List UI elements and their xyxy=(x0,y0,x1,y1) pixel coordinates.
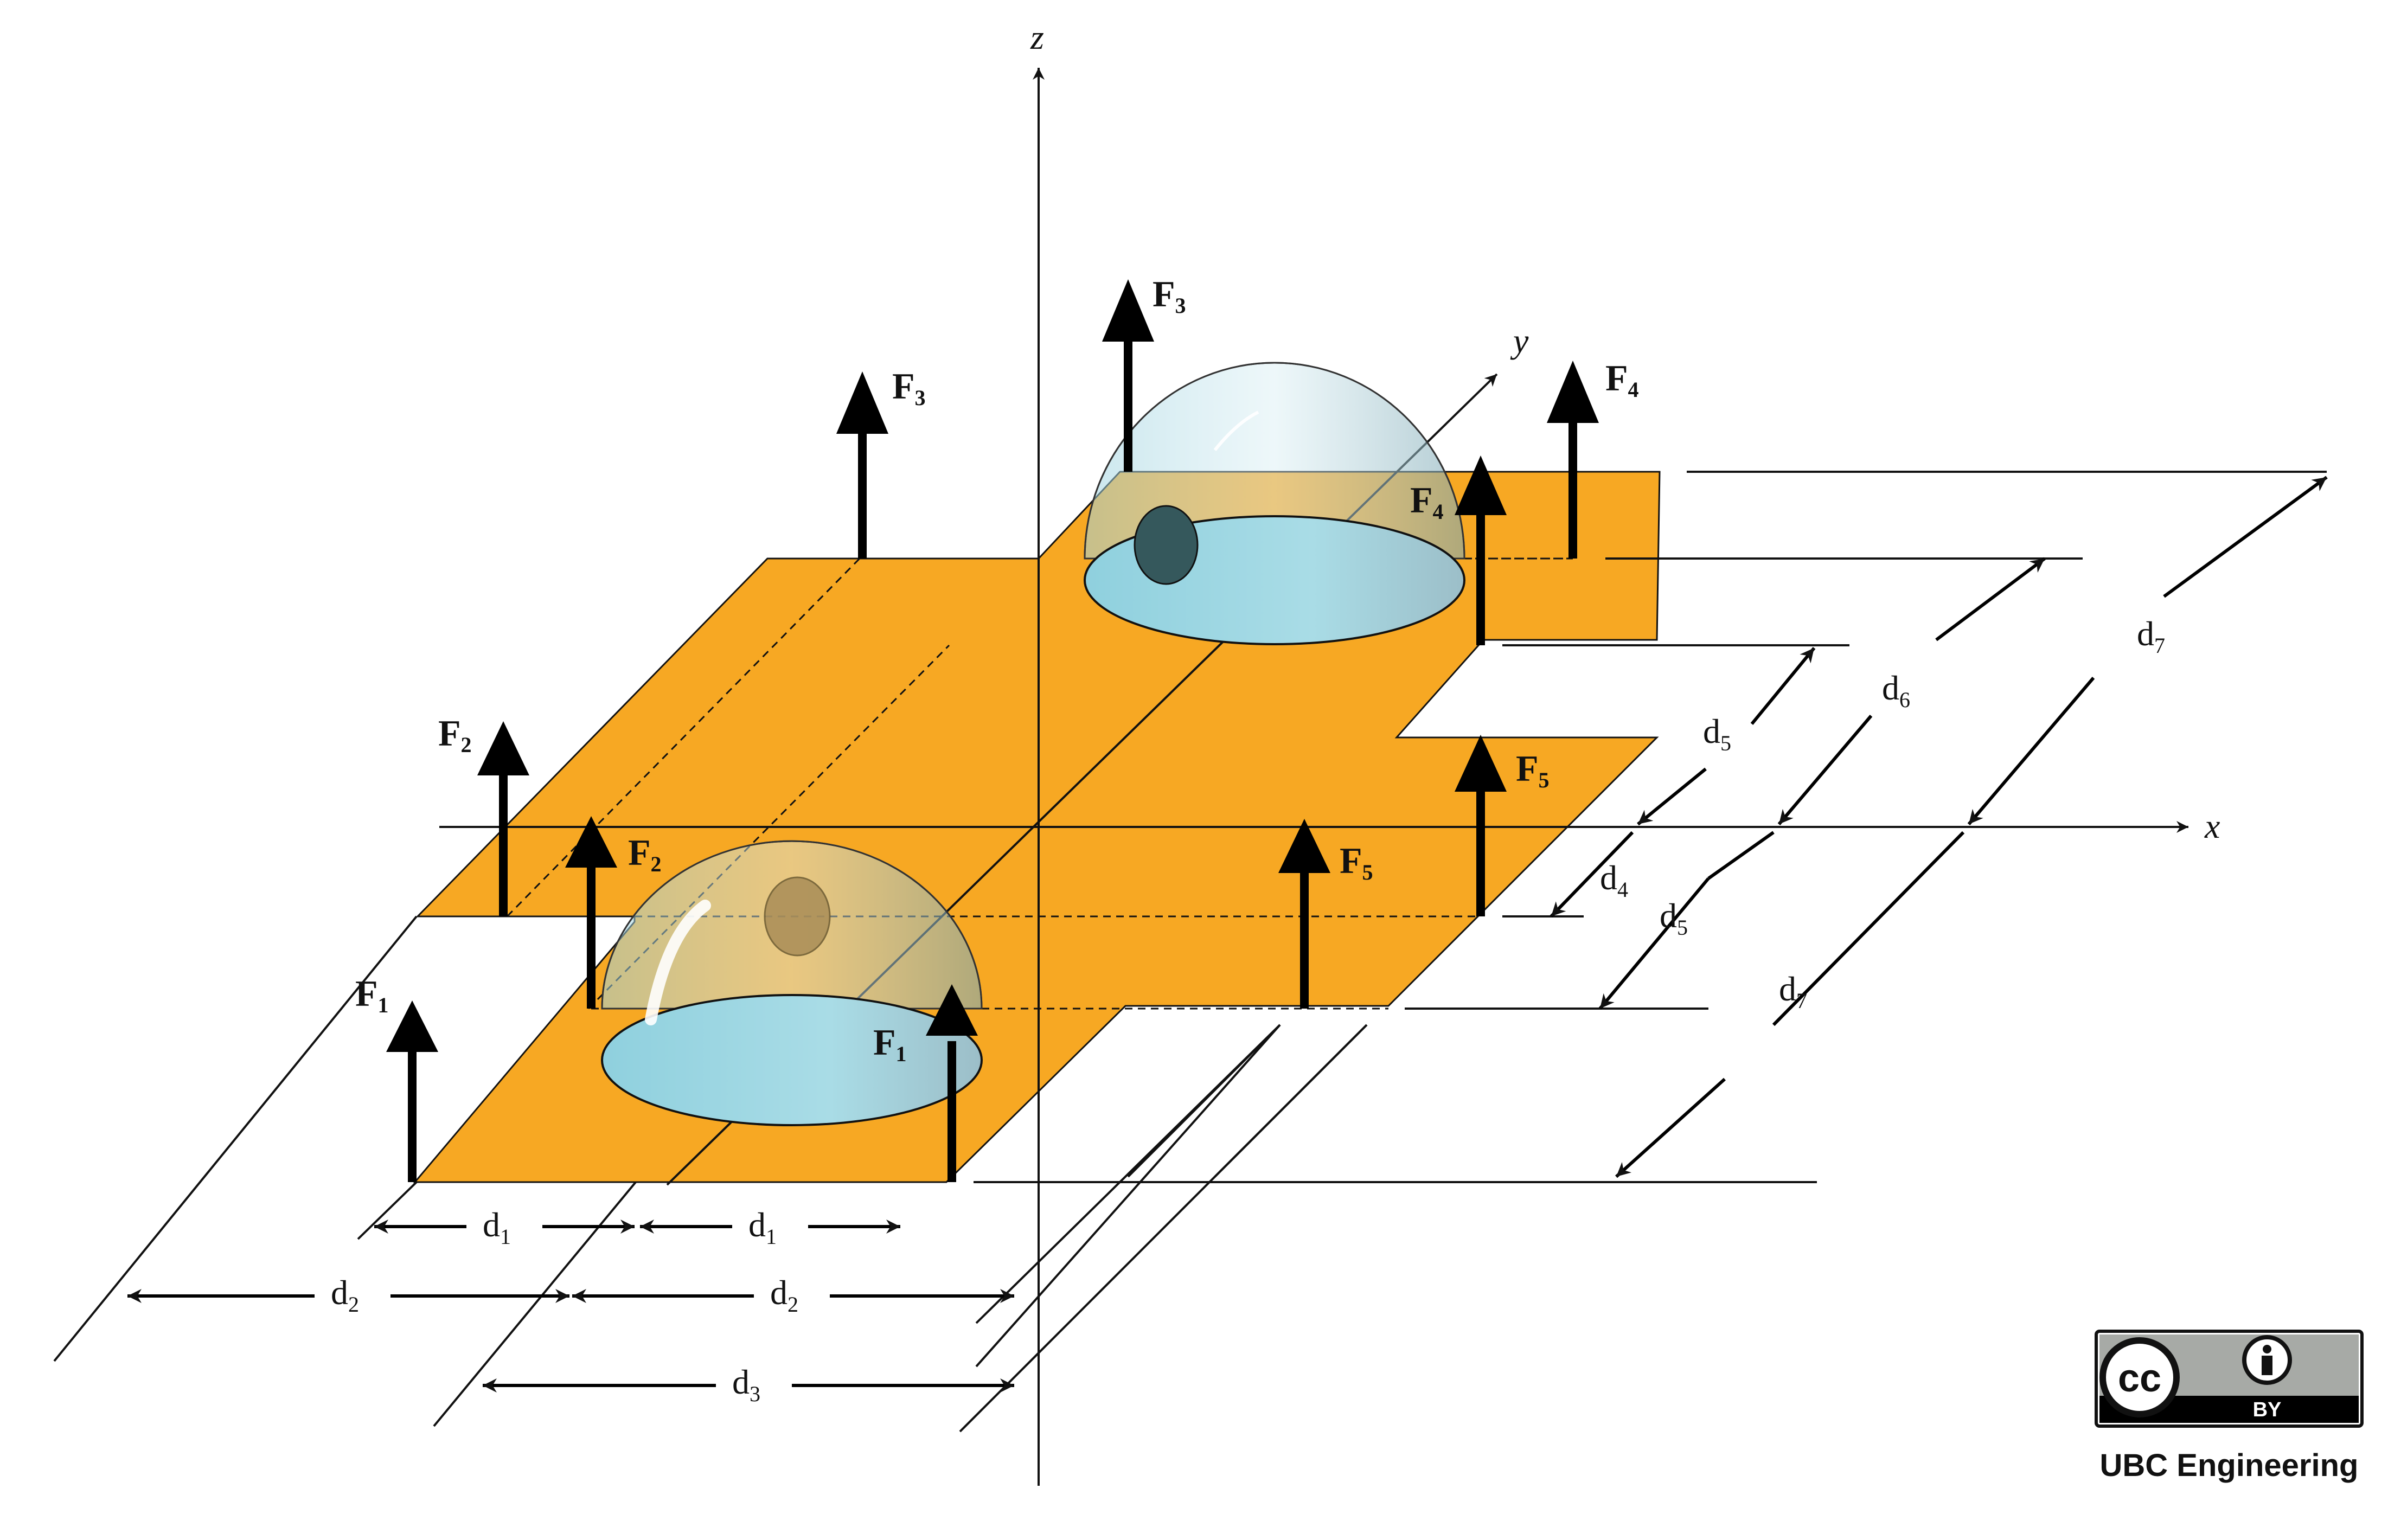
cc-by-license-badge: cc BY UBC Engineering xyxy=(2095,1330,2364,1483)
dim-d7-lower xyxy=(1615,1077,1726,1178)
diagonal-dimensions xyxy=(1550,476,2328,1178)
label-f4-left: F4 xyxy=(1410,479,1444,524)
label-f3-left: F3 xyxy=(892,365,926,410)
force-arrow-f3-right xyxy=(1102,279,1154,472)
dome-back xyxy=(1084,362,1465,645)
label-f4-right: F4 xyxy=(1605,357,1639,402)
y-axis-label: y xyxy=(1510,322,1529,360)
label-d3: d3 xyxy=(732,1363,760,1406)
cc-icon-text: cc xyxy=(2118,1357,2161,1400)
by-label: BY xyxy=(2253,1398,2282,1421)
dim-d6 xyxy=(1777,715,1873,825)
force-arrow-f1-right xyxy=(926,984,978,1182)
label-f5-right: F5 xyxy=(1516,748,1550,792)
extension-lines xyxy=(53,915,1368,1433)
force-arrow-f3-left xyxy=(836,371,888,559)
dimension-reference-lines xyxy=(357,471,2327,1240)
dim-d5-lower xyxy=(1598,877,1710,1010)
force-arrow-f2-left xyxy=(477,721,529,916)
label-d7-upper: d7 xyxy=(2137,614,2165,658)
force-arrow-f4-right xyxy=(1547,361,1599,559)
force-arrow-f1-left xyxy=(386,1000,438,1182)
force-arrow-f2-right xyxy=(565,816,617,1009)
dim-d5-upper xyxy=(1637,767,1707,826)
label-f1-right: F1 xyxy=(873,1022,907,1066)
cc-icon xyxy=(2099,1337,2180,1417)
horizontal-dimensions xyxy=(127,1220,1014,1393)
label-f2-left: F2 xyxy=(438,713,472,757)
label-d5-upper: d5 xyxy=(1703,712,1731,755)
dimension-labels: d1 d1 d2 d2 d3 d4 d5 d5 d6 d7 d7 xyxy=(331,614,2165,1406)
label-f3-right: F3 xyxy=(1153,273,1186,318)
force-arrow-f4-left xyxy=(1455,455,1507,645)
label-d5-lower: d5 xyxy=(1660,896,1688,940)
dim-d4 xyxy=(1550,831,1634,918)
label-f5-left: F5 xyxy=(1340,840,1373,884)
force-arrow-f5-left xyxy=(1278,819,1330,1009)
label-d2-left: d2 xyxy=(331,1273,359,1317)
publisher-label: UBC Engineering xyxy=(2100,1448,2359,1483)
label-f2-right: F2 xyxy=(628,832,662,876)
label-d1-right: d1 xyxy=(748,1205,777,1249)
dim-d7-upper xyxy=(1967,677,2095,825)
label-d6: d6 xyxy=(1882,669,1910,712)
label-d7-lower: d7 xyxy=(1779,970,1807,1013)
force-labels: F1 F1 F2 F2 F3 F3 F4 F4 F5 F5 xyxy=(355,273,1639,1066)
force-arrow-f5-right xyxy=(1455,735,1507,916)
dome-front xyxy=(601,840,983,1126)
label-d4: d4 xyxy=(1600,858,1628,902)
z-axis-label: z xyxy=(1030,18,1044,56)
force-arrows xyxy=(386,279,1599,1182)
x-axis-label: x xyxy=(2204,807,2220,845)
label-d2-right: d2 xyxy=(770,1273,798,1317)
label-f1-left: F1 xyxy=(355,973,389,1017)
label-d1-left: d1 xyxy=(483,1205,511,1249)
